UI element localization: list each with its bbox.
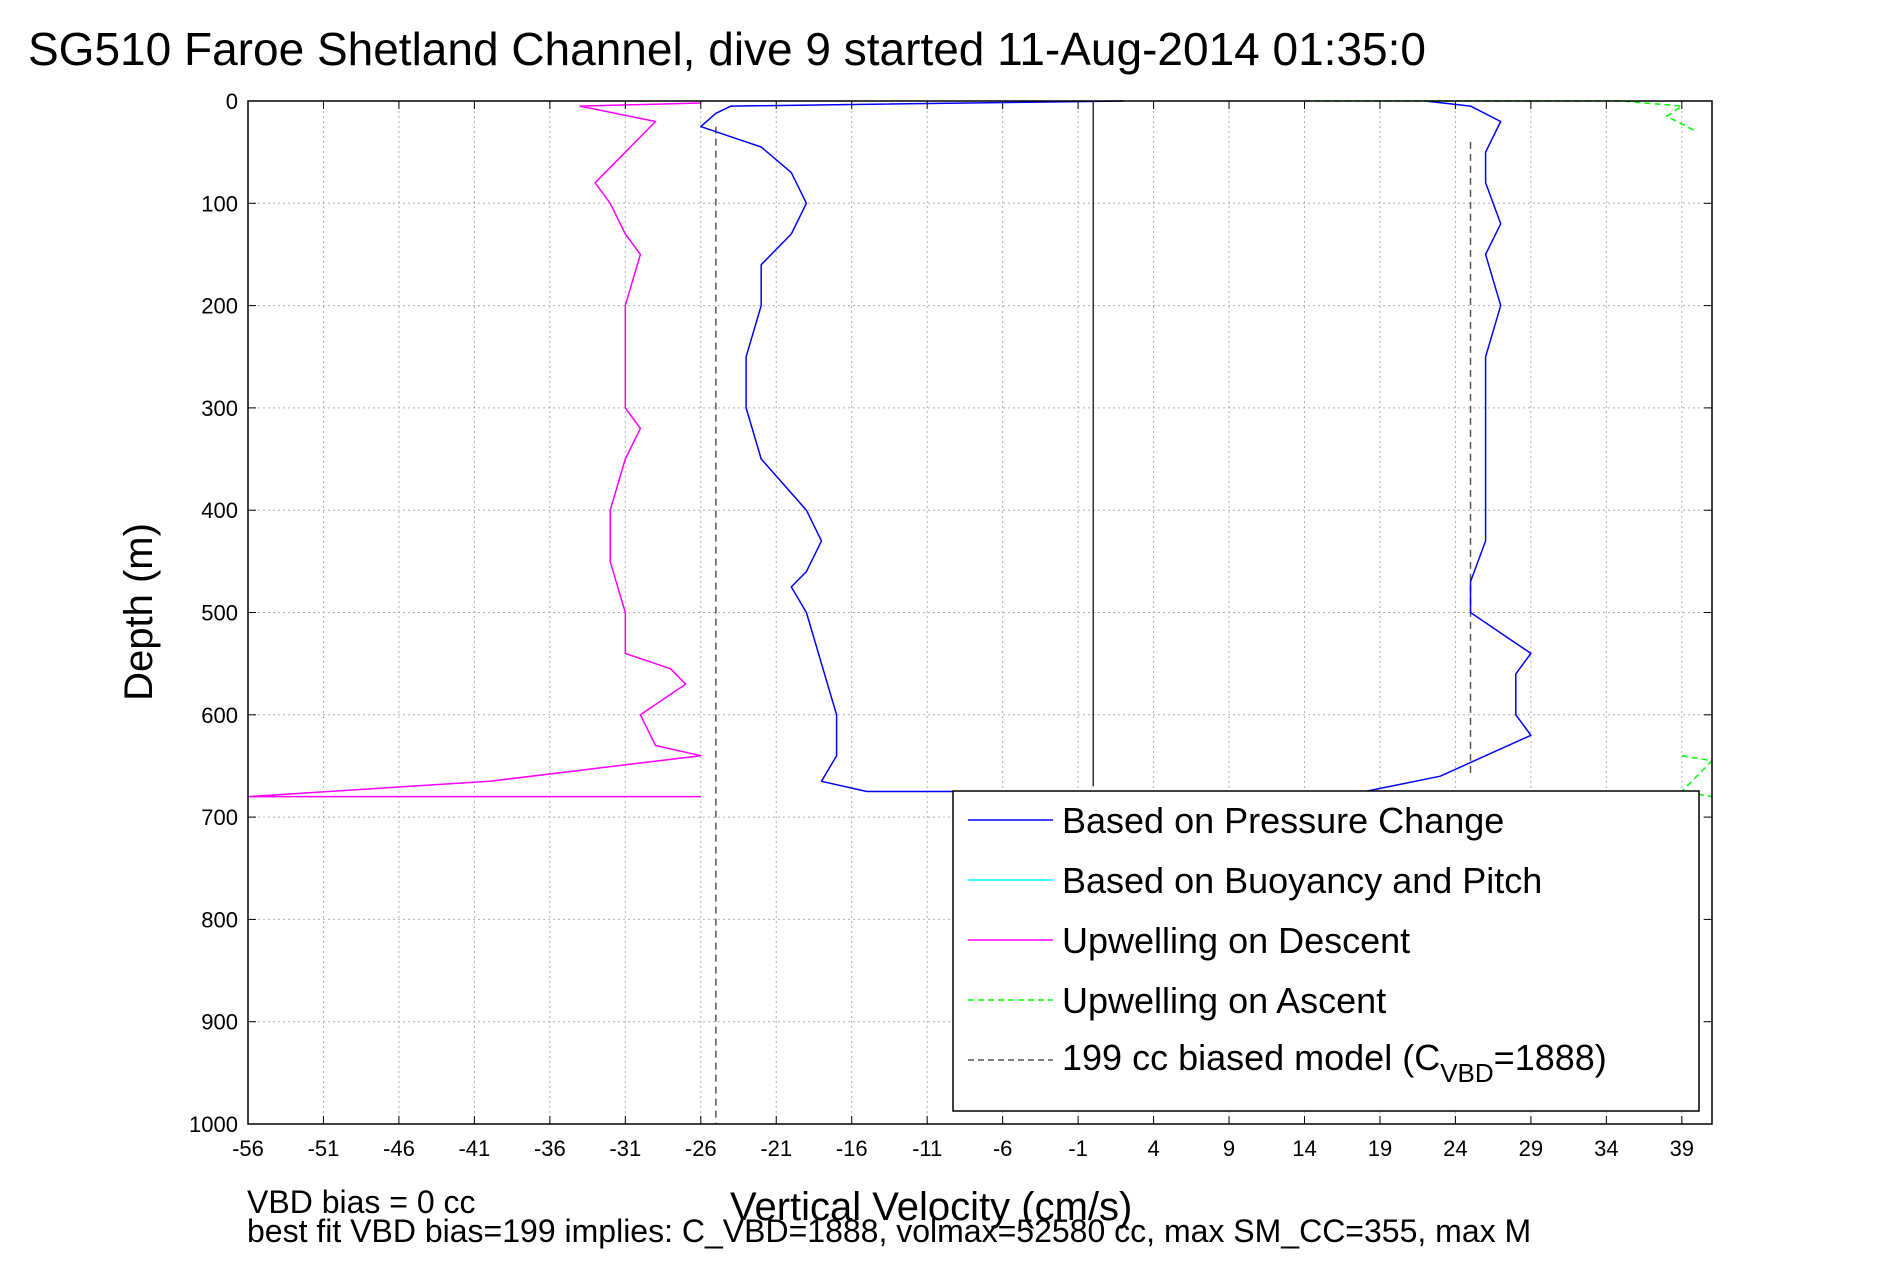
legend-label-buoyancy: Based on Buoyancy and Pitch: [1062, 860, 1542, 901]
legend-label-descent: Upwelling on Descent: [1062, 920, 1410, 961]
y-tick-label: 1000: [189, 1112, 238, 1137]
y-tick-label: 900: [201, 1010, 238, 1035]
series-line-pressure_descent: [700, 100, 1124, 793]
y-tick-label: 400: [201, 498, 238, 523]
x-tick-label: -1: [1068, 1136, 1088, 1161]
x-tick-label: 34: [1594, 1136, 1618, 1161]
legend-label-model: 199 cc biased model (CVBD=1888): [1062, 1037, 1607, 1088]
y-tick-label: 800: [201, 907, 238, 932]
series-line-descent: [247, 102, 702, 798]
x-axis-label: Vertical Velocity (cm/s): [730, 1185, 1132, 1229]
y-tick-label: 100: [201, 191, 238, 216]
legend: Based on Pressure Change Based on Buoyan…: [952, 790, 1700, 1112]
y-tick-label: 700: [201, 805, 238, 830]
x-tick-label: -16: [836, 1136, 868, 1161]
x-tick-label: -46: [383, 1136, 415, 1161]
x-tick-label: 29: [1519, 1136, 1543, 1161]
series-line-ascent: [1304, 100, 1698, 133]
x-tick-label: -11: [912, 1136, 942, 1161]
x-tick-label: -56: [232, 1136, 264, 1161]
legend-label-ascent: Upwelling on Ascent: [1062, 980, 1386, 1021]
y-axis-label: Depth (m): [117, 523, 161, 701]
ticks: -56 -51 -46 -41 -36 -31 -26 -21 -16 -11 -6 -1 4 9 14 19…: [189, 89, 1712, 1161]
y-tick-label: 300: [201, 396, 238, 421]
x-tick-label: 9: [1223, 1136, 1235, 1161]
series-line-pressure_ascent: [1364, 100, 1532, 793]
x-tick-label: -21: [760, 1136, 792, 1161]
annotation-best-fit: best fit VBD bias=199 implies: C_VBD=188…: [247, 1213, 1531, 1249]
legend-label-pressure: Based on Pressure Change: [1062, 800, 1504, 841]
y-tick-label: 600: [201, 703, 238, 728]
x-tick-label: 24: [1443, 1136, 1467, 1161]
x-tick-label: -6: [993, 1136, 1013, 1161]
annotation-vbd-bias: VBD bias = 0 cc: [247, 1184, 476, 1220]
x-tick-label: 19: [1368, 1136, 1392, 1161]
x-tick-label: -36: [534, 1136, 566, 1161]
legend-box: [952, 790, 1700, 1112]
y-tick-label: 0: [226, 89, 238, 114]
x-tick-label: -51: [308, 1136, 340, 1161]
series-line-ascent_deep: [1681, 754, 1713, 798]
x-tick-label: -26: [685, 1136, 717, 1161]
y-tick-label: 200: [201, 294, 238, 319]
x-tick-label: 14: [1292, 1136, 1316, 1161]
x-tick-label: 39: [1670, 1136, 1694, 1161]
x-tick-label: -31: [609, 1136, 641, 1161]
x-tick-label: -41: [458, 1136, 490, 1161]
x-tick-label: 4: [1147, 1136, 1159, 1161]
y-tick-label: 500: [201, 601, 238, 626]
chart-title: SG510 Faroe Shetland Channel, dive 9 sta…: [28, 23, 1426, 75]
